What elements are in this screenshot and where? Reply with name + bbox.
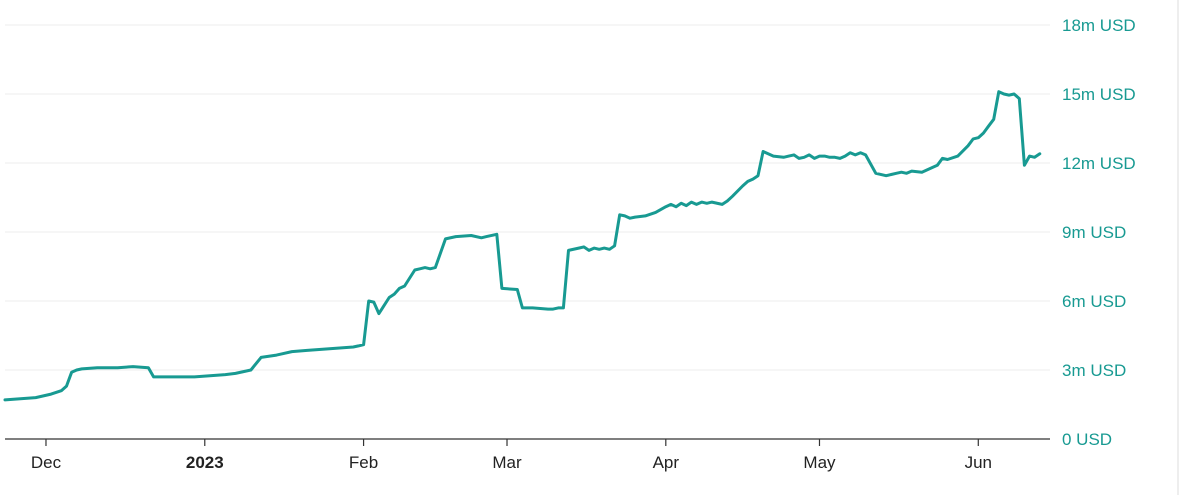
x-tick-label: 2023: [186, 453, 224, 472]
y-tick-label: 0 USD: [1062, 430, 1112, 449]
x-tick-label: May: [803, 453, 836, 472]
series-line: [3, 90, 1042, 402]
x-tick-label: Dec: [31, 453, 62, 472]
y-tick-label: 9m USD: [1062, 223, 1126, 242]
x-tick-label: Mar: [492, 453, 522, 472]
series-layer: [3, 90, 1042, 402]
y-tick-label: 12m USD: [1062, 154, 1136, 173]
y-tick-label: 3m USD: [1062, 361, 1126, 380]
y-tick-label: 18m USD: [1062, 16, 1136, 35]
y-axis-labels: 0 USD 3m USD 6m USD 9m USD 12m USD 15m USD 18m…: [1062, 16, 1136, 449]
gridlines: [5, 24, 1050, 371]
y-tick-label: 6m USD: [1062, 292, 1126, 311]
x-axis: Dec 2023 Feb Mar Apr May Jun: [5, 438, 1050, 472]
x-tick-label: Apr: [653, 453, 680, 472]
y-tick-label: 15m USD: [1062, 85, 1136, 104]
x-tick-label: Jun: [965, 453, 992, 472]
x-tick-label: Feb: [349, 453, 378, 472]
